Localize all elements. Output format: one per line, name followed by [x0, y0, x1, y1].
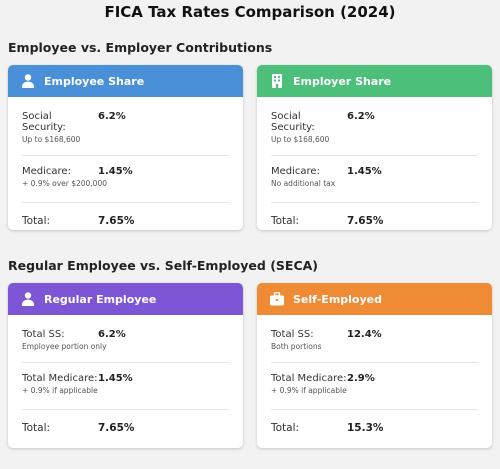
divider	[22, 202, 229, 203]
divider	[271, 155, 478, 156]
employee-share-card: Employee Share Social Security: 6.2% Up t…	[8, 65, 243, 230]
total-medicare-block: Total Medicare: 1.45% + 0.9% if applicabl…	[22, 373, 229, 395]
employee-share-header: Employee Share	[8, 65, 243, 97]
total-label: Total:	[271, 215, 300, 227]
row-label: Total Medicare:	[22, 373, 98, 384]
divider	[271, 409, 478, 410]
row-label: Medicare:	[271, 166, 320, 177]
divider	[271, 202, 478, 203]
row-value: 1.45%	[347, 166, 382, 177]
social-security-block: Social Security: 6.2% Up to $168,600	[271, 111, 478, 144]
person-icon	[20, 73, 36, 89]
page-title: FICA Tax Rates Comparison (2024)	[104, 3, 396, 21]
row-note: No additional tax	[271, 179, 336, 188]
medicare-block: Medicare: 1.45% + 0.9% over $200,000	[22, 166, 229, 188]
medicare-block: Medicare: 1.45% No additional tax	[271, 166, 478, 188]
total-row: Total: 7.65%	[22, 422, 229, 434]
self-employed-card: Self-Employed Total SS: 12.4% Both portio…	[257, 283, 492, 448]
divider	[271, 362, 478, 363]
total-value: 7.65%	[98, 422, 135, 434]
divider	[22, 362, 229, 363]
row-label: Total SS:	[22, 329, 65, 340]
total-ss-block: Total SS: 6.2% Employee portion only	[22, 329, 229, 351]
total-label: Total:	[271, 422, 300, 434]
person-icon	[20, 291, 36, 307]
total-row: Total: 15.3%	[271, 422, 478, 434]
total-ss-block: Total SS: 12.4% Both portions	[271, 329, 478, 351]
row-value: 6.2%	[347, 111, 375, 122]
section-heading-seca: Regular Employee vs. Self-Employed (SECA…	[8, 258, 319, 273]
row-note: + 0.9% if applicable	[22, 386, 98, 395]
total-value: 15.3%	[347, 422, 384, 434]
total-value: 7.65%	[98, 215, 135, 227]
employer-share-card: Employer Share Social Security: 6.2% Up t…	[257, 65, 492, 230]
row-note: Employee portion only	[22, 342, 107, 351]
self-employed-header: Self-Employed	[257, 283, 492, 315]
row-note: + 0.9% over $200,000	[22, 179, 108, 188]
row-label: Social Security:	[22, 111, 66, 133]
regular-employee-card: Regular Employee Total SS: 6.2% Employee …	[8, 283, 243, 448]
total-value: 7.65%	[347, 215, 384, 227]
row-note: Up to $168,600	[22, 135, 81, 144]
employer-share-header: Employer Share	[257, 65, 492, 97]
row-label: Total SS:	[271, 329, 314, 340]
section-heading-contributions: Employee vs. Employer Contributions	[8, 40, 273, 55]
row-note: Both portions	[271, 342, 322, 351]
row-value: 6.2%	[98, 329, 126, 340]
row-note: + 0.9% if applicable	[271, 386, 347, 395]
total-label: Total:	[22, 215, 51, 227]
social-security-block: Social Security: 6.2% Up to $168,600	[22, 111, 229, 144]
divider	[22, 409, 229, 410]
row-value: 6.2%	[98, 111, 126, 122]
total-row: Total: 7.65%	[22, 215, 229, 227]
row-label: Total Medicare:	[271, 373, 347, 384]
row-value: 12.4%	[347, 329, 382, 340]
row-value: 1.45%	[98, 166, 133, 177]
card-title: Employer Share	[293, 74, 392, 88]
total-label: Total:	[22, 422, 51, 434]
row-value: 1.45%	[98, 373, 133, 384]
row-note: Up to $168,600	[271, 135, 330, 144]
card-title: Regular Employee	[44, 292, 157, 306]
briefcase-icon	[269, 291, 285, 307]
total-medicare-block: Total Medicare: 2.9% + 0.9% if applicable	[271, 373, 478, 395]
row-value: 2.9%	[347, 373, 375, 384]
row-label: Social Security:	[271, 111, 315, 133]
total-row: Total: 7.65%	[271, 215, 478, 227]
card-title: Employee Share	[44, 74, 145, 88]
card-title: Self-Employed	[293, 292, 382, 306]
divider	[22, 155, 229, 156]
regular-employee-header: Regular Employee	[8, 283, 243, 315]
row-label: Medicare:	[22, 166, 71, 177]
building-icon	[269, 73, 285, 89]
